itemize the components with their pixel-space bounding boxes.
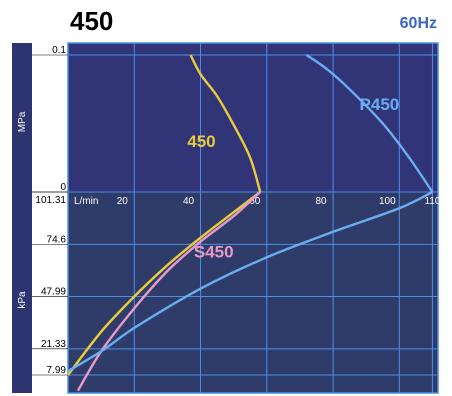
unit-sidebar: [12, 43, 32, 393]
series-line-vacuum-450: [67, 191, 261, 376]
x-tick-label: 100: [379, 196, 396, 207]
frequency-label: 60Hz: [400, 15, 437, 32]
x-tick-label: 60: [249, 196, 261, 207]
series-line-pressure-450: [189, 54, 262, 193]
label-s450: S450: [194, 242, 234, 261]
grid: [67, 42, 439, 394]
series-line-vacuum-p450: [67, 190, 433, 373]
series-line-pressure-p450: [305, 54, 434, 193]
y-tick-label: 7.99: [47, 365, 67, 376]
y-tick-label: 0: [60, 182, 66, 193]
label-450: 450: [187, 132, 215, 151]
x-tick-label: 20: [117, 196, 129, 207]
x-tick-label: 40: [183, 196, 195, 207]
x-tick-label: 110: [424, 196, 440, 207]
x-tick-labels: 20 40 60 80 100 110: [117, 196, 441, 207]
x-axis-unit-label: L/min: [74, 196, 98, 207]
model-title: 450: [70, 6, 113, 36]
series-curves: [67, 54, 434, 392]
mpa-axis-label: MPa: [17, 111, 28, 132]
y-tick-label: 21.33: [41, 339, 66, 350]
y-tick-label: 0.1: [52, 45, 66, 56]
x-tick-label: 80: [315, 196, 327, 207]
y-tick-label: 101.31: [35, 195, 66, 206]
vacuum-panel: [68, 192, 438, 393]
series-labels: 450 P450 S450: [187, 95, 399, 262]
plot-border: [67, 42, 439, 394]
label-p450: P450: [360, 95, 400, 114]
y-tick-label: 74.6: [47, 234, 67, 245]
y-tick-labels: 0 0.1 101.31 74.6 47.99 21.33 7.99: [32, 45, 68, 376]
kpa-axis-label: kPa: [17, 291, 28, 309]
y-tick-label: 47.99: [41, 287, 66, 298]
